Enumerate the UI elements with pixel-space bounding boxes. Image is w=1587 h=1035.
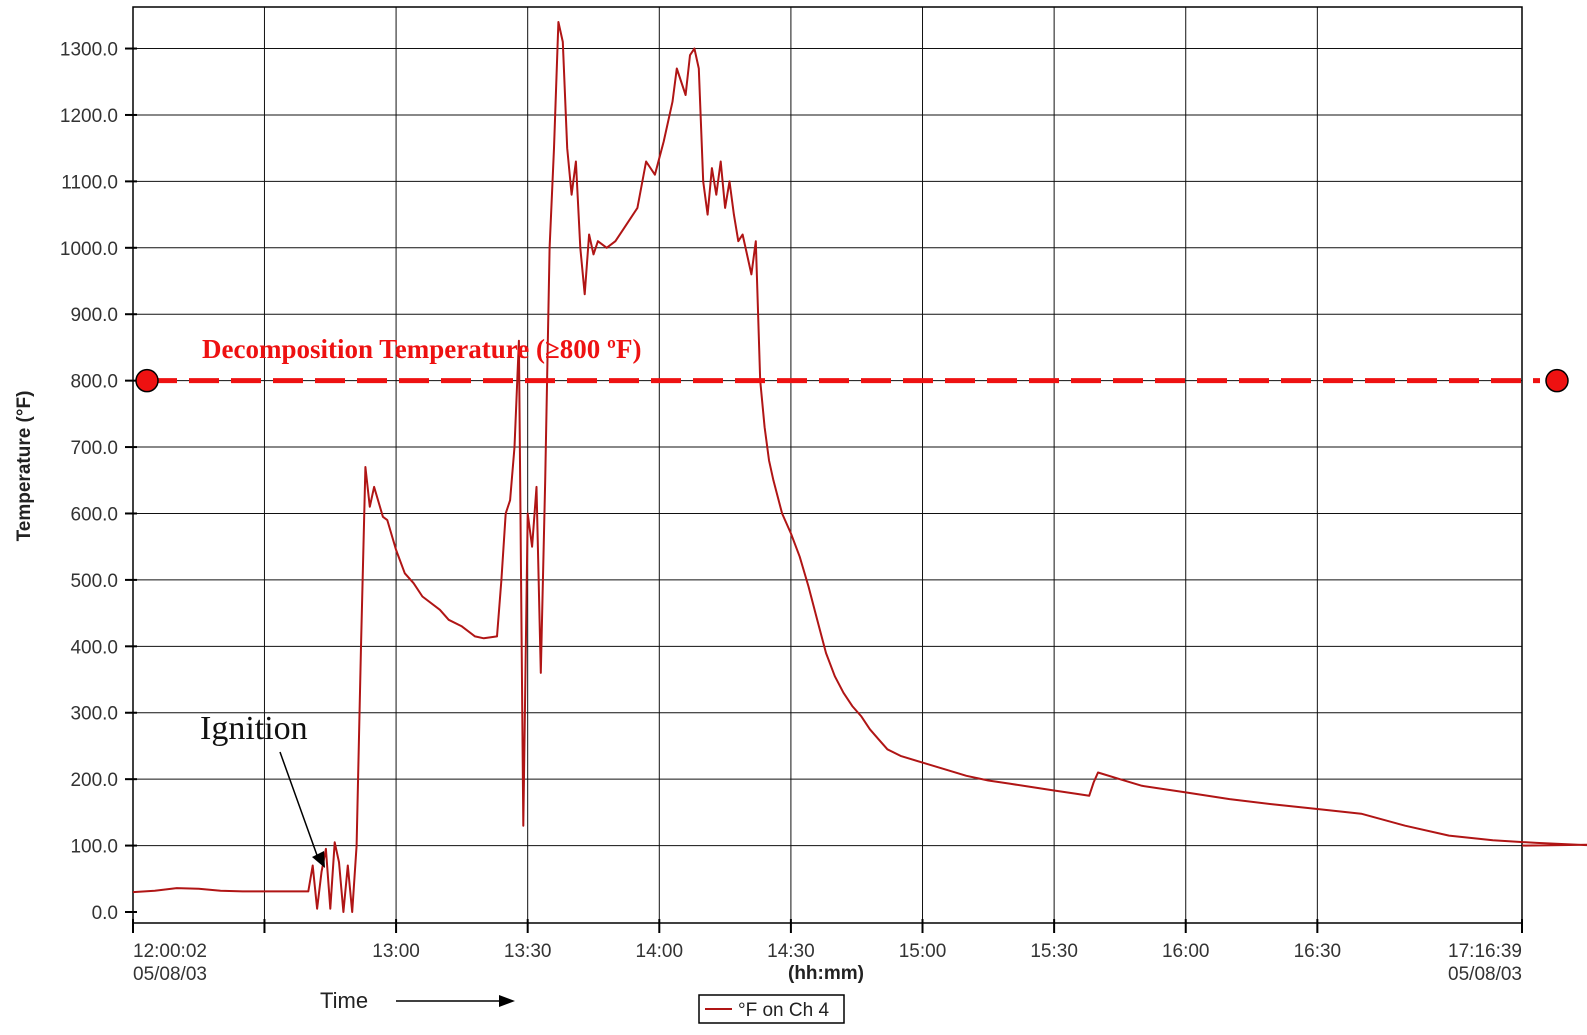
- y-tick-label: 900.0: [70, 305, 118, 326]
- threshold-layer: Decomposition Temperature (≥800 ºF): [135, 334, 1569, 393]
- ignition-annotation: Ignition: [200, 710, 308, 747]
- x-tick-label: 13:00: [372, 941, 420, 962]
- x-tick-label: 16:00: [1162, 941, 1210, 962]
- series-line-ch4: [132, 21, 1587, 913]
- y-axis-title: Temperature (°F): [14, 391, 35, 542]
- time-arrow-head: [499, 995, 515, 1007]
- y-tick-label: 1200.0: [60, 106, 118, 127]
- plot-frame: [132, 6, 1523, 924]
- time-annotation: Time: [320, 988, 368, 1013]
- threshold-right-dot: [1545, 368, 1569, 393]
- y-tick-label: 1300.0: [60, 40, 118, 61]
- y-tick-label: 400.0: [70, 637, 118, 658]
- x-tick-sublabel: 05/08/03: [133, 964, 207, 985]
- x-axis-title: (hh:mm): [788, 963, 864, 984]
- y-tick-label: 300.0: [70, 704, 118, 725]
- x-tick-label: 14:30: [767, 941, 815, 962]
- y-tick-label: 800.0: [70, 372, 118, 393]
- x-tick-label: 16:30: [1294, 941, 1342, 962]
- ignition-arrow-line: [279, 751, 319, 859]
- legend-label: °F on Ch 4: [738, 1000, 829, 1021]
- x-tick-label: 14:00: [636, 941, 684, 962]
- x-tick-label: 12:00:02: [133, 941, 207, 962]
- y-axis-ticks: 0.0 100.0 200.0 300.0 400.0 500.0 600.0 700.0 80…: [60, 40, 137, 924]
- y-tick-label: 200.0: [70, 770, 118, 791]
- threshold-left-dot: [135, 368, 159, 393]
- y-tick-label: 1000.0: [60, 239, 118, 260]
- y-tick-label: 700.0: [70, 438, 118, 459]
- x-tick-label: 13:30: [504, 941, 552, 962]
- y-tick-label: 0.0: [92, 903, 118, 924]
- y-tick-label: 600.0: [70, 504, 118, 525]
- x-tick-label: 15:00: [899, 941, 947, 962]
- ignition-arrow-head: [312, 851, 325, 868]
- x-tick-sublabel: 05/08/03: [1448, 964, 1522, 985]
- x-tick-label: 17:16:39: [1448, 941, 1522, 962]
- legend: °F on Ch 4: [698, 994, 845, 1024]
- y-tick-label: 500.0: [70, 571, 118, 592]
- x-tick-label: 15:30: [1030, 941, 1078, 962]
- threshold-label: Decomposition Temperature (≥800 ºF): [202, 334, 641, 364]
- y-tick-label: 100.0: [70, 837, 118, 858]
- y-tick-label: 1100.0: [61, 172, 118, 193]
